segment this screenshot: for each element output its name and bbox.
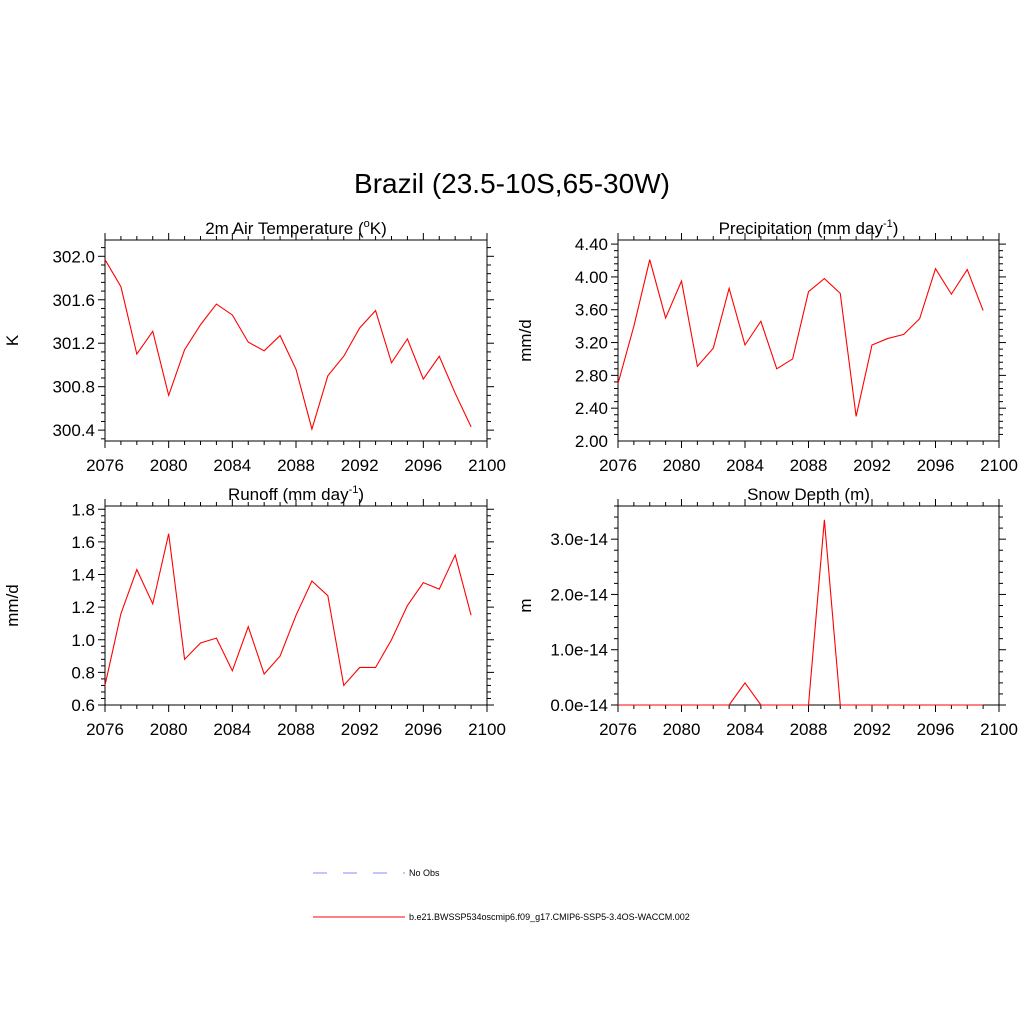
y-tick-label: 2.0e-14 bbox=[550, 585, 608, 604]
x-tick-label: 2088 bbox=[790, 720, 828, 739]
panel-title-main: 2m Air Temperature ( bbox=[205, 219, 364, 238]
legend-obs-label: No Obs bbox=[409, 868, 440, 878]
x-tick-label: 2100 bbox=[468, 720, 506, 739]
panel-title-main: Precipitation (mm day bbox=[719, 219, 884, 238]
x-tick-label: 2080 bbox=[150, 456, 188, 475]
x-tick-label: 2096 bbox=[917, 456, 955, 475]
series-line-snow-depth bbox=[618, 519, 984, 706]
y-tick-label: 2.80 bbox=[575, 366, 608, 385]
y-tick-label: 1.6 bbox=[71, 533, 95, 552]
x-tick-label: 2088 bbox=[790, 456, 828, 475]
x-tick-label: 2088 bbox=[277, 720, 315, 739]
x-tick-label: 2084 bbox=[726, 720, 764, 739]
y-tick-label: 302.0 bbox=[52, 247, 95, 266]
panel-temperature: 2076 2080 2084 2088 2092 2096 2100 300.4 300.8 30… bbox=[3, 218, 506, 475]
x-tick-label: 2092 bbox=[853, 456, 891, 475]
x-tick-label: 2092 bbox=[853, 720, 891, 739]
y-tick-label: 300.4 bbox=[52, 421, 95, 440]
x-tick-label: 2092 bbox=[341, 456, 379, 475]
plot-frame bbox=[104, 239, 488, 442]
y-tick-label: 3.20 bbox=[575, 334, 608, 353]
legend-model-label: b.e21.BWSSP534oscmip6.f09_g17.CMIP6-SSP5… bbox=[409, 912, 690, 922]
x-tick-label: 2100 bbox=[980, 720, 1018, 739]
y-axis-label: K bbox=[3, 334, 22, 346]
y-tick-label: 0.0e-14 bbox=[550, 696, 608, 715]
panel-precipitation: 2076 2080 2084 2088 2092 2096 2100 2.00 2.40 2.80… bbox=[516, 218, 1018, 475]
y-tick-label: 1.0 bbox=[71, 631, 95, 650]
x-tick-label: 2076 bbox=[599, 456, 637, 475]
panel-title-main: Snow Depth (m) bbox=[747, 485, 870, 504]
x-tick-label: 2084 bbox=[213, 720, 251, 739]
x-tick-label: 2092 bbox=[341, 720, 379, 739]
x-tick-label: 2084 bbox=[213, 456, 251, 475]
series-line-temperature bbox=[104, 259, 472, 432]
x-tick-label: 2084 bbox=[726, 456, 764, 475]
legend: No Obs b.e21.BWSSP534oscmip6.f09_g17.CMI… bbox=[313, 868, 690, 922]
y-tick-label: 2.00 bbox=[575, 432, 608, 451]
series-line-precipitation bbox=[617, 259, 984, 417]
y-axis-label: mm/d bbox=[3, 584, 22, 627]
panel-title-sup: o bbox=[364, 218, 370, 230]
panel-title-main: Runoff (mm day bbox=[228, 485, 349, 504]
x-tick-label: 2080 bbox=[663, 456, 701, 475]
panel-title-tail: K) bbox=[370, 219, 387, 238]
panel-title: 2m Air Temperature (oK) bbox=[205, 218, 387, 238]
y-tick-label: 2.40 bbox=[575, 399, 608, 418]
y-axis-label: m bbox=[516, 598, 535, 612]
x-tick-label: 2096 bbox=[404, 720, 442, 739]
y-tick-label: 300.8 bbox=[52, 378, 95, 397]
y-axis-label: mm/d bbox=[516, 319, 535, 362]
panel-title: Runoff (mm day-1) bbox=[228, 484, 364, 504]
plot-frame bbox=[617, 239, 1000, 442]
x-tick-label: 2076 bbox=[599, 720, 637, 739]
y-tick-label: 4.40 bbox=[575, 235, 608, 254]
x-tick-label: 2100 bbox=[980, 456, 1018, 475]
plot-frame bbox=[617, 505, 1000, 706]
series-line-runoff bbox=[104, 533, 472, 687]
panel-title-sup: -1 bbox=[349, 484, 359, 496]
panel-title-sup: -1 bbox=[883, 218, 893, 230]
y-tick-label: 0.6 bbox=[71, 696, 95, 715]
y-tick-label: 1.2 bbox=[71, 598, 95, 617]
plot-frame bbox=[104, 505, 488, 706]
x-tick-label: 2088 bbox=[277, 456, 315, 475]
y-tick-label: 1.8 bbox=[71, 500, 95, 519]
panel-runoff: 2076 2080 2084 2088 2092 2096 2100 0.6 0.8 1.0 1.2… bbox=[3, 484, 506, 739]
x-tick-label: 2076 bbox=[86, 456, 124, 475]
x-tick-label: 2076 bbox=[86, 720, 124, 739]
panel-title-tail: ) bbox=[893, 219, 899, 238]
x-tick-label: 2096 bbox=[917, 720, 955, 739]
figure-title: Brazil (23.5-10S,65-30W) bbox=[354, 168, 670, 199]
panel-title-tail: ) bbox=[358, 485, 364, 504]
x-tick-label: 2100 bbox=[468, 456, 506, 475]
y-tick-label: 3.60 bbox=[575, 301, 608, 320]
panel-title: Snow Depth (m) bbox=[747, 485, 870, 504]
y-tick-label: 3.0e-14 bbox=[550, 530, 608, 549]
panel-title: Precipitation (mm day-1) bbox=[719, 218, 899, 238]
panel-snow-depth: 2076 2080 2084 2088 2092 2096 2100 0.0e-14 1.0e-… bbox=[516, 485, 1018, 739]
y-tick-label: 301.2 bbox=[52, 334, 95, 353]
y-tick-label: 301.6 bbox=[52, 291, 95, 310]
y-tick-label: 4.00 bbox=[575, 268, 608, 287]
y-tick-label: 1.4 bbox=[71, 566, 95, 585]
y-tick-label: 0.8 bbox=[71, 663, 95, 682]
x-tick-label: 2080 bbox=[663, 720, 701, 739]
y-tick-label: 1.0e-14 bbox=[550, 641, 608, 660]
x-tick-label: 2096 bbox=[404, 456, 442, 475]
x-tick-label: 2080 bbox=[150, 720, 188, 739]
